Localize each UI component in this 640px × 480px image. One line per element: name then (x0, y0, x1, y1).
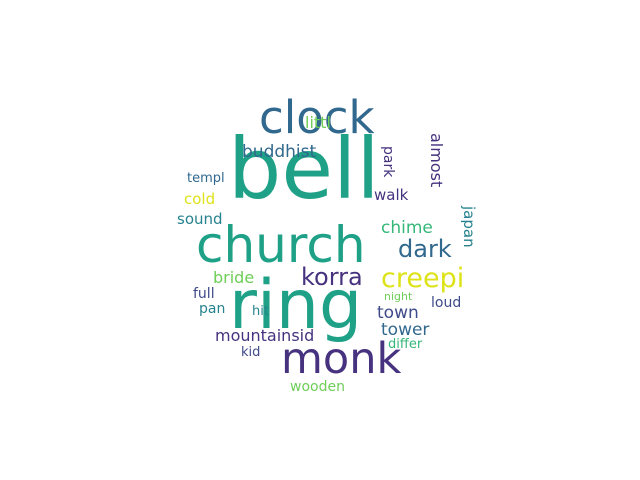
word-tower: tower (381, 320, 430, 340)
word-monk: monk (281, 334, 402, 384)
word-clock: clock (259, 91, 375, 144)
word-town: town (377, 303, 419, 323)
word-bell: bell (228, 120, 380, 218)
word-korra: korra (301, 263, 363, 291)
word-hit: hit (252, 304, 269, 319)
word-mountainsid: mountainsid (215, 326, 315, 345)
word-wooden: wooden (290, 379, 345, 395)
word-littl: littl (305, 113, 331, 132)
word-kid: kid (241, 345, 261, 360)
word-bride: bride (213, 268, 255, 287)
word-japan: japan (460, 206, 478, 248)
word-templ: templ (187, 171, 225, 186)
word-loud: loud (431, 295, 462, 311)
word-buddhist: buddhist (242, 142, 317, 162)
word-cold: cold (184, 190, 216, 208)
word-walk: walk (374, 186, 409, 204)
word-full: full (193, 286, 215, 302)
word-pan: pan (199, 301, 226, 317)
word-dark: dark (398, 235, 452, 263)
word-park: park (380, 146, 396, 178)
word-ring: ring (229, 266, 363, 345)
word-differ: differ (388, 337, 423, 352)
word-church: church (196, 216, 366, 274)
word-night: night (384, 290, 413, 303)
word-creepi: creepi (381, 263, 465, 294)
word-almost: almost (427, 133, 446, 188)
word-sound: sound (177, 210, 223, 228)
word-chime: chime (381, 218, 433, 238)
